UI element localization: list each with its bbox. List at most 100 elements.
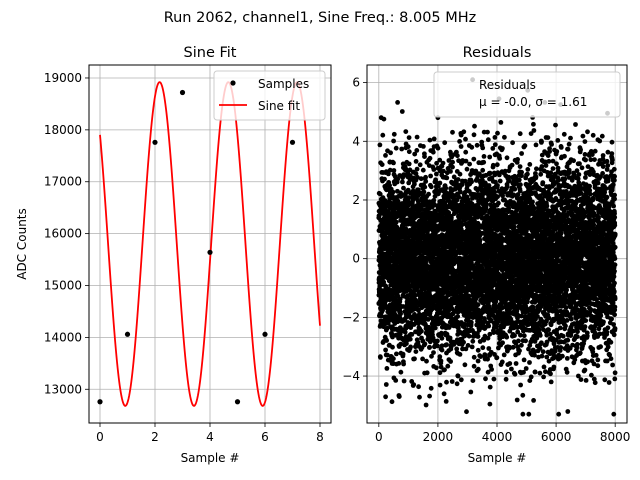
residual-point	[464, 166, 470, 172]
sine-fit-x-tick-label: 0	[96, 430, 104, 444]
residual-point	[503, 376, 509, 382]
residual-point	[470, 378, 476, 383]
residual-point	[381, 279, 387, 285]
residual-point	[412, 181, 417, 187]
residual-point	[463, 136, 468, 142]
residual-point	[469, 344, 475, 350]
residual-point	[481, 154, 487, 159]
residual-point	[471, 156, 477, 162]
residual-point	[428, 173, 433, 179]
residual-point	[426, 191, 431, 197]
residual-point	[402, 329, 408, 335]
residual-point	[444, 379, 449, 385]
residual-point	[455, 177, 461, 182]
residual-point	[435, 145, 441, 151]
residual-point	[398, 311, 403, 317]
residual-point	[433, 218, 439, 224]
residual-point	[468, 319, 474, 325]
residual-point	[413, 171, 419, 177]
residual-point	[433, 179, 439, 185]
residual-point	[423, 402, 429, 408]
residual-point	[395, 176, 401, 182]
residual-point	[457, 139, 462, 144]
residual-point	[492, 135, 498, 140]
residual-point	[500, 340, 505, 346]
residual-point	[501, 352, 507, 358]
residual-point	[393, 145, 399, 151]
residual-point	[437, 370, 443, 376]
residual-point	[428, 385, 434, 391]
residual-point	[514, 397, 520, 403]
residual-point	[439, 335, 445, 341]
residual-point	[477, 237, 483, 243]
residual-point	[456, 194, 462, 200]
residual-point	[511, 224, 517, 230]
residual-point	[406, 135, 412, 141]
residual-point	[469, 144, 475, 150]
residual-point	[437, 157, 443, 163]
residual-point	[416, 307, 421, 313]
residual-point	[465, 343, 471, 348]
residual-point	[437, 382, 443, 388]
sine-fit-title: Sine Fit	[184, 45, 237, 61]
residual-point	[395, 198, 401, 204]
residual-point	[438, 358, 444, 364]
residual-point	[507, 361, 513, 366]
residual-point	[467, 161, 472, 167]
residual-point	[520, 411, 526, 417]
residual-point	[470, 338, 476, 344]
residual-point	[519, 169, 524, 175]
residual-points	[376, 77, 618, 417]
residual-point	[393, 219, 399, 225]
residual-point	[396, 394, 402, 399]
sine-fit-y-tick-label: 14000	[44, 330, 82, 344]
residual-point	[441, 391, 447, 397]
sine-fit-curve-layer	[99, 81, 321, 407]
residual-point	[422, 184, 428, 190]
residual-point	[509, 366, 514, 372]
residual-point	[383, 394, 388, 400]
residual-point	[434, 283, 440, 289]
residual-point	[475, 358, 481, 364]
sine-fit-legend-box	[213, 70, 326, 121]
sine-fit-x-tick-label: 4	[206, 430, 214, 444]
residual-point	[434, 160, 439, 166]
residual-point	[516, 177, 522, 183]
residual-point	[435, 338, 440, 344]
residual-point	[380, 132, 386, 138]
residual-point	[427, 155, 433, 161]
residual-point	[406, 161, 412, 167]
residual-point	[485, 129, 490, 135]
residual-point	[398, 369, 404, 375]
residual-point	[462, 362, 468, 368]
samples-layer	[97, 89, 296, 405]
residual-point	[441, 168, 446, 174]
residual-point	[458, 377, 464, 383]
residual-point	[468, 389, 474, 395]
sine-fit-panel: Sine Fit 0 2 4 6 813000140001500016000170001…	[15, 45, 332, 465]
sine-fit-x-tick-label: 8	[316, 430, 324, 444]
residual-point	[500, 146, 505, 151]
residual-point	[504, 184, 510, 189]
residual-point	[515, 157, 520, 162]
residual-point	[391, 160, 396, 166]
residual-point	[432, 193, 438, 199]
residual-point	[434, 171, 439, 177]
residual-point	[412, 356, 417, 362]
residual-point	[420, 167, 426, 173]
residual-point	[472, 123, 477, 129]
residual-point	[483, 376, 488, 382]
residual-point	[433, 365, 439, 371]
sample-point	[234, 399, 241, 405]
sine-fit-ylabel: ADC Counts	[15, 208, 29, 280]
residual-point	[503, 369, 509, 375]
residual-point	[495, 183, 500, 188]
residual-point	[457, 352, 463, 357]
residual-point	[444, 342, 449, 348]
residual-point	[416, 384, 421, 390]
residual-point	[401, 378, 407, 384]
residual-point	[379, 162, 385, 168]
residual-point	[487, 170, 493, 176]
residual-point	[444, 175, 450, 181]
residual-point	[417, 394, 422, 400]
